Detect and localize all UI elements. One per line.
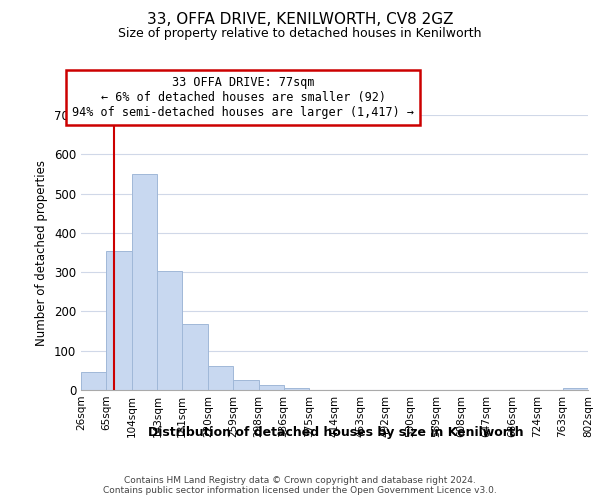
Text: Size of property relative to detached houses in Kenilworth: Size of property relative to detached ho…: [118, 28, 482, 40]
Bar: [106, 252, 132, 390]
Bar: [81, 372, 106, 390]
Bar: [208, 366, 233, 390]
Text: Distribution of detached houses by size in Kenilworth: Distribution of detached houses by size …: [148, 426, 524, 439]
Bar: [259, 386, 284, 390]
Bar: [233, 380, 259, 390]
Bar: [563, 388, 588, 390]
Bar: [157, 272, 182, 390]
Bar: [182, 324, 208, 390]
Y-axis label: Number of detached properties: Number of detached properties: [35, 160, 49, 346]
Text: 33, OFFA DRIVE, KENILWORTH, CV8 2GZ: 33, OFFA DRIVE, KENILWORTH, CV8 2GZ: [147, 12, 453, 28]
Text: Contains HM Land Registry data © Crown copyright and database right 2024.
Contai: Contains HM Land Registry data © Crown c…: [103, 476, 497, 495]
Bar: [284, 388, 309, 390]
Bar: [132, 174, 157, 390]
Text: 33 OFFA DRIVE: 77sqm
← 6% of detached houses are smaller (92)
94% of semi-detach: 33 OFFA DRIVE: 77sqm ← 6% of detached ho…: [72, 76, 414, 119]
